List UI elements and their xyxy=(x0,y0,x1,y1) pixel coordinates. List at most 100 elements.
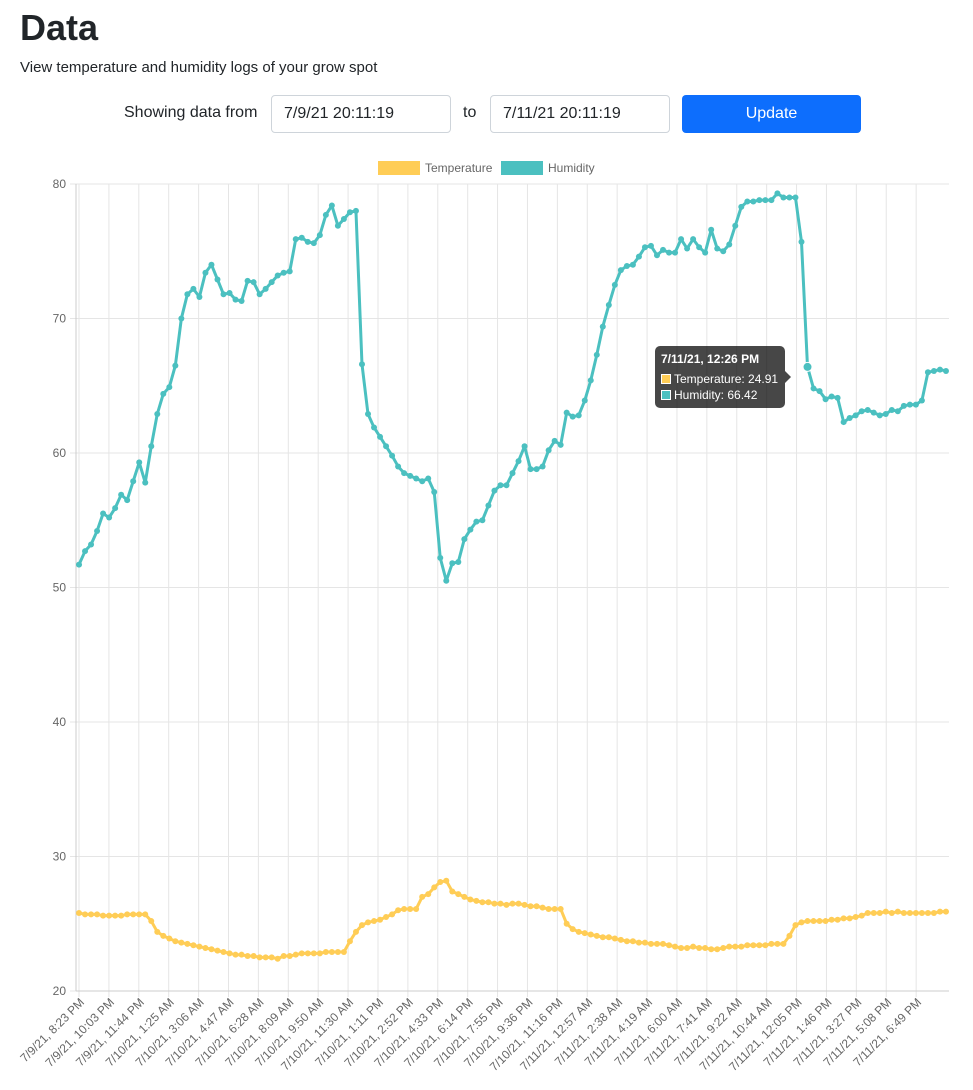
temperature-point xyxy=(449,888,456,895)
humidity-point xyxy=(888,406,895,413)
from-date-input[interactable] xyxy=(271,95,451,133)
temperature-point xyxy=(256,954,263,961)
temperature-point xyxy=(352,928,359,935)
humidity-point xyxy=(587,377,594,384)
temperature-point xyxy=(539,904,546,911)
temperature-point xyxy=(888,909,895,916)
temperature-point xyxy=(635,939,642,946)
humidity-point xyxy=(226,289,233,296)
temperature-point xyxy=(906,909,913,916)
temperature-point xyxy=(328,948,335,955)
tooltip-title: 7/11/21, 12:26 PM xyxy=(661,352,760,366)
humidity-point xyxy=(455,558,462,565)
humidity-point xyxy=(479,517,486,524)
temperature-point xyxy=(744,942,751,949)
humidity-point xyxy=(672,249,679,256)
temperature-point xyxy=(834,916,841,923)
humidity-point xyxy=(828,393,835,400)
humidity-point xyxy=(762,197,769,204)
temperature-point xyxy=(623,938,630,945)
temperature-point xyxy=(732,943,739,950)
legend-swatch-humidity xyxy=(501,161,543,175)
humidity-point xyxy=(822,396,829,403)
temperature-point xyxy=(599,934,606,941)
humidity-point xyxy=(467,526,474,533)
humidity-point xyxy=(160,390,167,397)
y-tick-label: 60 xyxy=(53,446,67,460)
temperature-point xyxy=(720,944,727,951)
temperature-point xyxy=(232,951,239,958)
update-button[interactable]: Update xyxy=(682,95,861,133)
humidity-point xyxy=(383,443,390,450)
temperature-point xyxy=(118,912,125,919)
humidity-point xyxy=(220,291,227,298)
humidity-point xyxy=(756,197,763,204)
temperature-point xyxy=(377,916,384,923)
temperature-point xyxy=(629,938,636,945)
humidity-point xyxy=(232,296,239,303)
humidity-point xyxy=(328,202,335,209)
temperature-point xyxy=(112,912,119,919)
humidity-point xyxy=(82,548,89,555)
chart-tooltip: 7/11/21, 12:26 PM Temperature: 24.91 Hum… xyxy=(655,346,791,408)
temperature-point xyxy=(389,911,396,918)
humidity-point xyxy=(509,470,516,477)
legend-swatch-temperature xyxy=(378,161,420,175)
humidity-point xyxy=(816,388,823,395)
humidity-point xyxy=(918,397,925,404)
humidity-point xyxy=(720,248,727,255)
humidity-point xyxy=(792,194,799,201)
humidity-point xyxy=(154,410,161,417)
humidity-point xyxy=(112,505,119,512)
temperature-point xyxy=(196,943,203,950)
humidity-point xyxy=(629,261,636,268)
humidity-point xyxy=(401,470,408,477)
humidity-point xyxy=(660,246,667,253)
temperature-point xyxy=(545,905,552,912)
humidity-point xyxy=(599,323,606,330)
humidity-point xyxy=(708,226,715,233)
temperature-point xyxy=(708,946,715,953)
temperature-point xyxy=(94,911,101,918)
humidity-point xyxy=(172,362,179,369)
temperature-point xyxy=(672,943,679,950)
temperature-point xyxy=(455,891,462,898)
humidity-point xyxy=(942,367,949,374)
humidity-point xyxy=(256,291,263,298)
humidity-point xyxy=(900,402,907,409)
humidity-point xyxy=(250,279,257,286)
temperature-point xyxy=(527,903,534,910)
temperature-point xyxy=(804,918,811,925)
temperature-point xyxy=(160,932,167,939)
temperature-point xyxy=(876,909,883,916)
temperature-point xyxy=(172,938,179,945)
temperature-point xyxy=(810,918,817,925)
humidity-point xyxy=(527,466,534,473)
humidity-point xyxy=(100,510,107,517)
temperature-point xyxy=(202,944,209,951)
page-subtitle: View temperature and humidity logs of yo… xyxy=(20,59,378,76)
humidity-point xyxy=(666,249,673,256)
tooltip-row-humidity: Humidity: 66.42 xyxy=(661,387,779,403)
humidity-point xyxy=(304,238,311,245)
legend-label-humidity: Humidity xyxy=(548,161,595,175)
temperature-point xyxy=(208,946,215,953)
temperature-point xyxy=(124,911,131,918)
humidity-point xyxy=(906,401,913,408)
temperature-point xyxy=(371,918,378,925)
humidity-point xyxy=(136,459,143,466)
temperature-point xyxy=(76,909,83,916)
humidity-point xyxy=(280,269,287,276)
humidity-point xyxy=(184,291,191,298)
to-date-input[interactable] xyxy=(490,95,670,133)
tooltip-row-temperature: Temperature: 24.91 xyxy=(661,371,779,387)
temperature-point xyxy=(918,909,925,916)
humidity-point xyxy=(864,406,871,413)
humidity-point xyxy=(437,554,444,561)
temperature-point xyxy=(828,916,835,923)
humidity-point xyxy=(407,472,414,479)
temperature-point xyxy=(515,900,522,907)
temperature-point xyxy=(690,943,697,950)
humidity-point xyxy=(413,475,420,482)
humidity-point xyxy=(690,236,697,243)
